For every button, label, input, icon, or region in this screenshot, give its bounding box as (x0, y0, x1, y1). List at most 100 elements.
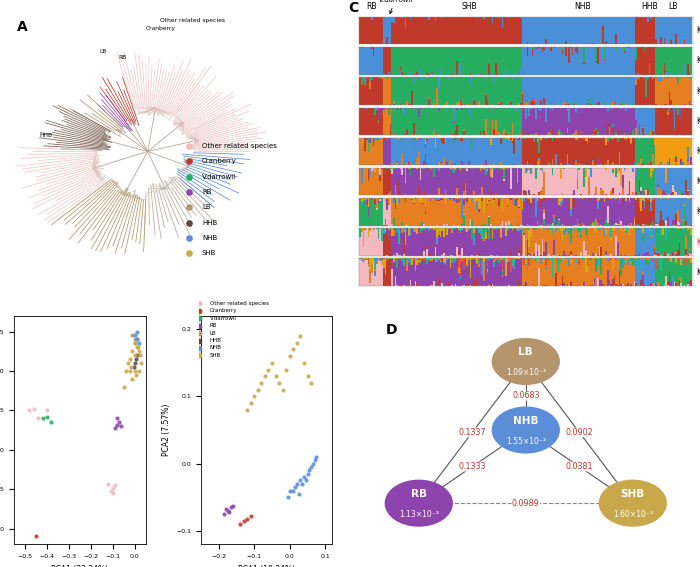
Bar (594, 77, 595, 104)
Bar (419, 229, 421, 231)
Bar (412, 108, 413, 109)
Bar (435, 77, 436, 105)
Point (129, 358, 140, 367)
Bar (597, 77, 598, 101)
Bar (473, 260, 475, 281)
Bar (361, 168, 363, 184)
Bar (568, 229, 570, 234)
Bar (572, 259, 573, 286)
Bar (608, 52, 610, 75)
Point (125, 354, 136, 363)
Bar (595, 77, 597, 105)
Bar (363, 138, 365, 143)
Bar (376, 108, 378, 109)
Bar (619, 259, 620, 270)
Point (122, 358, 134, 367)
Bar (620, 198, 622, 199)
Bar (652, 198, 654, 200)
Bar (517, 183, 518, 196)
Bar (452, 198, 453, 199)
Bar (470, 104, 472, 105)
Bar (655, 253, 657, 255)
Bar (366, 260, 368, 286)
Bar (361, 261, 363, 286)
Point (41, 406, 52, 415)
Bar (672, 47, 674, 75)
Bar (453, 263, 455, 286)
Bar (433, 230, 435, 256)
Bar (480, 208, 482, 226)
Bar (595, 17, 597, 44)
Bar (687, 160, 689, 162)
Bar (435, 133, 436, 135)
Bar (466, 198, 468, 202)
Point (220, 505, 232, 514)
Bar (655, 138, 657, 165)
Bar (535, 179, 537, 195)
Bar (466, 17, 468, 44)
Bar (458, 47, 460, 75)
Bar (615, 177, 617, 195)
Bar (578, 138, 580, 163)
Bar (637, 108, 638, 135)
Bar (650, 236, 652, 237)
Bar (510, 198, 512, 200)
Bar (584, 62, 585, 64)
Bar (456, 103, 458, 105)
Bar (444, 142, 447, 165)
Bar (401, 261, 403, 285)
Bar (627, 194, 629, 195)
Bar (363, 108, 365, 109)
Bar (393, 236, 395, 255)
Bar (389, 108, 391, 124)
Bar (587, 143, 589, 164)
Point (311, 452, 322, 462)
Bar (470, 198, 472, 200)
Point (130, 370, 141, 379)
Bar (507, 47, 508, 75)
Bar (602, 285, 603, 286)
Bar (676, 108, 677, 135)
Bar (490, 223, 491, 226)
Bar (431, 285, 433, 286)
Bar (426, 259, 428, 260)
Bar (414, 259, 416, 269)
Bar (564, 168, 565, 169)
Bar (524, 259, 525, 265)
Bar (443, 138, 444, 144)
Bar (561, 50, 564, 53)
Bar (448, 79, 449, 105)
Bar (637, 229, 638, 230)
Bar (384, 48, 386, 75)
Bar (435, 263, 436, 286)
Bar (463, 259, 465, 269)
Bar (587, 259, 589, 266)
Bar (500, 161, 502, 165)
Bar (561, 168, 564, 193)
Bar (384, 259, 386, 273)
Bar (370, 168, 371, 177)
Bar (436, 108, 438, 135)
Bar (668, 259, 671, 271)
Text: 0.1337: 0.1337 (458, 428, 486, 437)
Bar (376, 208, 378, 210)
Bar (395, 259, 396, 266)
Bar (520, 77, 522, 103)
Bar (684, 108, 685, 135)
Bar (503, 168, 505, 169)
Text: 0.0989: 0.0989 (512, 499, 540, 507)
Bar (652, 79, 654, 105)
Bar (444, 264, 447, 265)
Bar (584, 108, 585, 135)
Bar (456, 203, 458, 226)
Bar (533, 100, 535, 101)
Bar (495, 17, 496, 44)
Bar (537, 77, 538, 104)
Bar (442, 229, 443, 231)
Bar (410, 168, 412, 175)
Bar (517, 168, 518, 183)
Bar (483, 242, 485, 256)
Bar (515, 199, 517, 201)
Bar (556, 230, 559, 255)
Bar (395, 168, 396, 185)
